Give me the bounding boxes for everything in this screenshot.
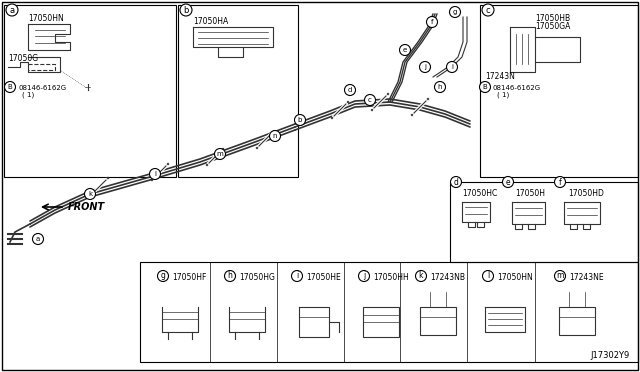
Circle shape — [358, 270, 369, 282]
Text: 17050HC: 17050HC — [462, 189, 497, 198]
Circle shape — [180, 4, 192, 16]
Text: 08146-6162G: 08146-6162G — [18, 85, 66, 91]
Circle shape — [419, 61, 431, 73]
Text: e: e — [403, 47, 407, 53]
Text: 17050HB: 17050HB — [535, 14, 570, 23]
Text: FRONT: FRONT — [68, 202, 105, 212]
Text: 17050HE: 17050HE — [306, 273, 340, 282]
Circle shape — [451, 176, 461, 187]
Text: b: b — [298, 117, 302, 123]
Text: 17243NB: 17243NB — [430, 273, 465, 282]
Text: h: h — [438, 84, 442, 90]
Text: ( 1): ( 1) — [497, 91, 509, 97]
Bar — [363, 307, 399, 337]
Text: 17050HG: 17050HG — [239, 273, 275, 282]
Circle shape — [150, 169, 161, 180]
Circle shape — [426, 16, 438, 28]
Text: m: m — [556, 272, 564, 280]
Text: g: g — [453, 9, 457, 15]
Text: 17243NE: 17243NE — [569, 273, 604, 282]
Circle shape — [4, 81, 15, 93]
Text: a: a — [36, 236, 40, 242]
Bar — [559, 307, 595, 335]
Circle shape — [344, 84, 355, 96]
Circle shape — [214, 148, 225, 160]
Circle shape — [415, 270, 426, 282]
Text: i: i — [296, 272, 298, 280]
Text: k: k — [88, 191, 92, 197]
Circle shape — [225, 270, 236, 282]
Circle shape — [483, 270, 493, 282]
Bar — [480, 5, 638, 177]
Bar — [4, 5, 176, 177]
Circle shape — [33, 234, 44, 244]
Text: d: d — [348, 87, 352, 93]
Circle shape — [554, 176, 566, 187]
Circle shape — [291, 270, 303, 282]
Text: j: j — [363, 272, 365, 280]
Text: a: a — [10, 6, 15, 15]
Text: m: m — [216, 151, 223, 157]
Text: 17050HF: 17050HF — [172, 273, 206, 282]
Text: e: e — [506, 177, 510, 186]
Text: 17050HH: 17050HH — [373, 273, 409, 282]
Text: l: l — [154, 171, 156, 177]
Bar — [420, 307, 456, 335]
Text: k: k — [419, 272, 423, 280]
Text: ( 1): ( 1) — [22, 91, 35, 97]
Text: 08146-6162G: 08146-6162G — [493, 85, 541, 91]
Text: f: f — [431, 19, 433, 25]
Text: 17050GA: 17050GA — [535, 22, 570, 31]
Bar — [140, 262, 638, 362]
Text: c: c — [486, 6, 490, 15]
Text: 17243N: 17243N — [485, 72, 515, 81]
Circle shape — [479, 81, 490, 93]
Circle shape — [157, 270, 168, 282]
Circle shape — [447, 61, 458, 73]
Circle shape — [399, 45, 410, 55]
Bar — [450, 182, 638, 262]
Text: c: c — [368, 97, 372, 103]
Bar — [178, 5, 298, 177]
Text: j: j — [424, 64, 426, 70]
Circle shape — [502, 176, 513, 187]
Circle shape — [435, 81, 445, 93]
Text: 17050G: 17050G — [8, 54, 38, 63]
Text: i: i — [451, 64, 453, 70]
Circle shape — [365, 94, 376, 106]
Text: J17302Y9: J17302Y9 — [591, 351, 630, 360]
Text: 17050HA: 17050HA — [193, 17, 228, 26]
Text: h: h — [228, 272, 232, 280]
Text: B: B — [8, 84, 12, 90]
Circle shape — [294, 115, 305, 125]
Circle shape — [482, 4, 494, 16]
Circle shape — [449, 6, 461, 17]
Text: 17050H: 17050H — [515, 189, 545, 198]
Text: d: d — [454, 177, 458, 186]
Text: n: n — [273, 133, 277, 139]
Text: b: b — [183, 6, 189, 15]
Text: B: B — [483, 84, 488, 90]
Text: f: f — [559, 177, 561, 186]
Circle shape — [6, 4, 18, 16]
Circle shape — [269, 131, 280, 141]
Circle shape — [84, 189, 95, 199]
Text: g: g — [161, 272, 165, 280]
Text: 17050HN: 17050HN — [497, 273, 532, 282]
Text: 17050HN: 17050HN — [28, 14, 64, 23]
Text: l: l — [487, 272, 489, 280]
Circle shape — [554, 270, 566, 282]
Text: 17050HD: 17050HD — [568, 189, 604, 198]
